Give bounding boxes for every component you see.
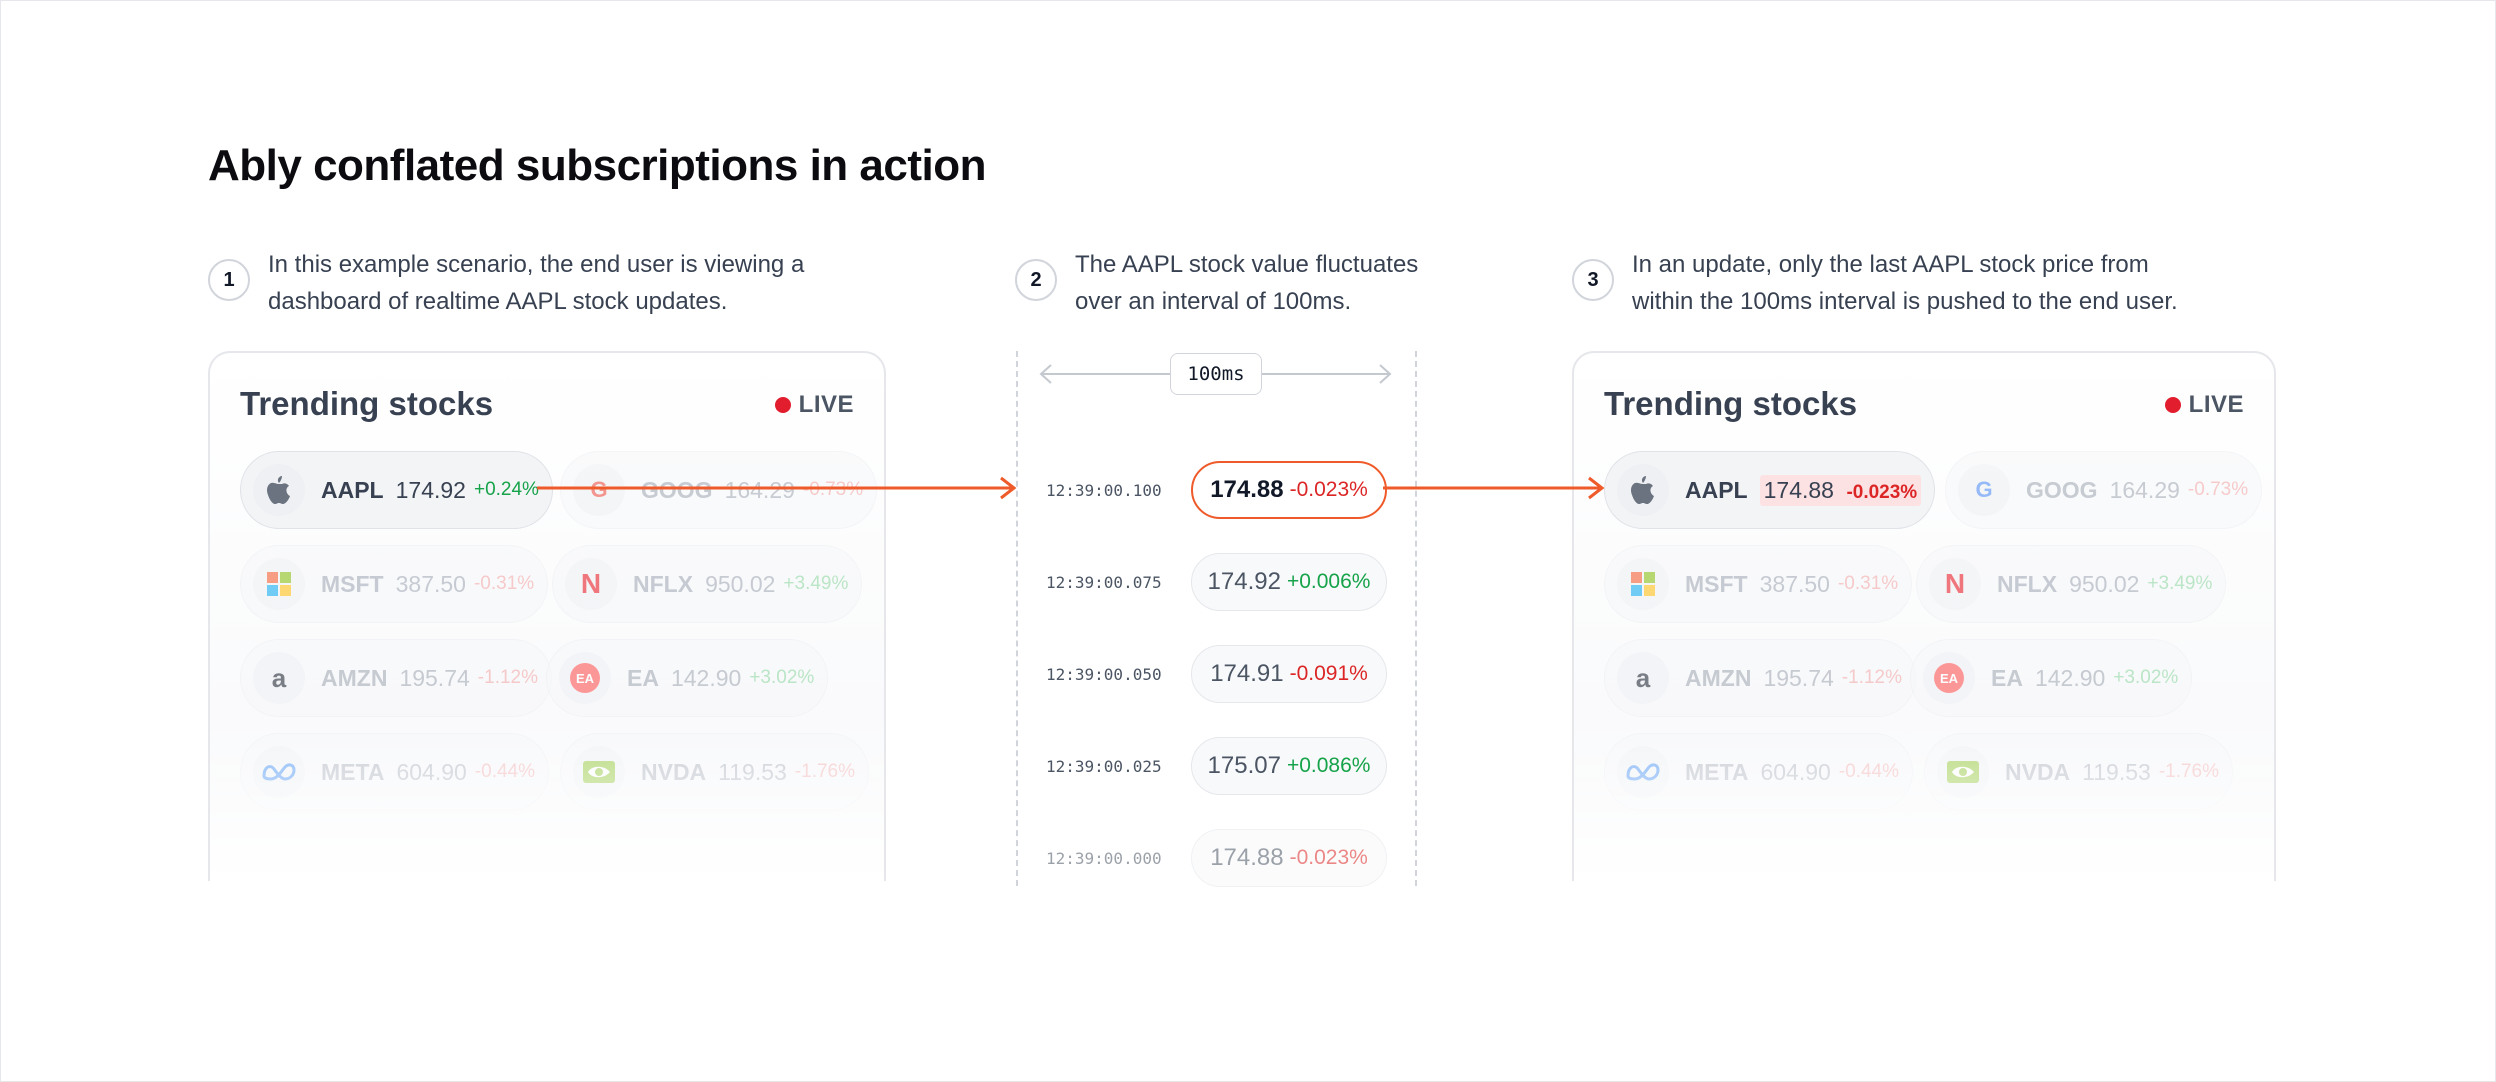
stock-ticker: AAPL (321, 476, 384, 503)
stock-change: -1.12% (477, 667, 538, 688)
stock-change: -0.31% (1837, 573, 1899, 594)
interval-start-line (1016, 351, 1018, 886)
timeline-price-pill: 175.07 +0.086% (1191, 737, 1387, 795)
stock-price: 195.74 (399, 664, 470, 691)
arrow-timeline-to-update (1383, 476, 1605, 500)
stock-price: 142.90 (670, 664, 742, 691)
stock-price: 387.50 (395, 570, 466, 597)
stock-chip-goog[interactable]: G GOOG 164.29 -0.73% (1945, 451, 2263, 529)
live-badge: LIVE (2164, 391, 2244, 419)
timeline-price-pill: 174.88 -0.023% (1191, 461, 1387, 519)
stock-ticker: NFLX (633, 570, 694, 597)
step-3: 3 In an update, only the last AAPL stock… (1572, 246, 2178, 320)
interval-double-arrow (1039, 364, 1392, 384)
stock-chip-msft[interactable]: MSFT 387.50 -0.31% (1604, 545, 1913, 623)
step-1-number: 1 (208, 259, 250, 301)
step-2-text: The AAPL stock value fluctuates over an … (1075, 251, 1419, 315)
timeline-row-oldest: 12:39:00.000 174.88 -0.023% (1046, 829, 1387, 887)
ea-logo-icon: EA (559, 652, 611, 704)
stock-ticker: GOOG (2026, 476, 2098, 503)
stock-chip-msft[interactable]: MSFT 387.50 -0.31% (240, 545, 549, 623)
stock-price: 950.02 (705, 570, 776, 597)
stock-ticker: NFLX (1997, 570, 2058, 597)
stock-ticker: EA (1991, 664, 2023, 691)
timeline-row: 12:39:00.075 174.92 +0.006% (1046, 553, 1387, 611)
stock-chip-amzn[interactable]: a AMZN 195.74 -1.12% (240, 639, 552, 717)
arrow-aapl-to-timeline (537, 476, 1017, 500)
stock-chip-ea[interactable]: EA EA 142.90 +3.02% (1910, 639, 2193, 717)
stock-ticker: AAPL (1685, 476, 1748, 503)
live-badge: LIVE (774, 391, 854, 419)
stock-price: 174.88 (1763, 476, 1834, 503)
stock-chip-goog[interactable]: G GOOG 164.29 -0.73% (560, 451, 878, 529)
step-3-number: 3 (1572, 259, 1614, 301)
step-1-text: In this example scenario, the end user i… (268, 251, 805, 315)
netflix-logo-icon: N (1929, 558, 1981, 610)
stock-ticker: AMZN (321, 664, 388, 691)
stock-price: 387.50 (1759, 570, 1830, 597)
microsoft-logo-icon (1617, 558, 1669, 610)
stock-change: +0.24% (473, 479, 539, 500)
stock-change: +3.02% (2113, 667, 2179, 688)
stock-change: -0.31% (473, 573, 535, 594)
interval-label: 100ms (1170, 353, 1262, 395)
stock-price: 195.74 (1763, 664, 1834, 691)
timeline-row: 12:39:00.025 175.07 +0.086% (1046, 737, 1387, 795)
updated-price-highlight: 174.88 -0.023% (1759, 474, 1922, 506)
stock-change: -0.73% (2187, 479, 2249, 500)
stock-price: 174.92 (395, 476, 466, 503)
timeline-row-latest: 12:39:00.100 174.88 -0.023% (1046, 461, 1387, 519)
google-logo-icon: G (573, 464, 625, 516)
stock-chip-aapl[interactable]: AAPL 174.88 -0.023% (1604, 451, 1936, 529)
stock-price: 950.02 (2069, 570, 2140, 597)
timeline-price-pill: 174.91 -0.091% (1191, 645, 1387, 703)
stock-change: +3.49% (2147, 573, 2213, 594)
timeline-timestamp: 12:39:00.025 (1046, 756, 1162, 776)
apple-logo-icon (253, 464, 305, 516)
diagram-title: Ably conflated subscriptions in action (208, 141, 986, 190)
svg-text:EA: EA (576, 671, 595, 686)
stock-ticker: MSFT (1685, 570, 1748, 597)
step-3-text: In an update, only the last AAPL stock p… (1632, 251, 2178, 315)
timeline-timestamp: 12:39:00.075 (1046, 572, 1162, 592)
stock-change: -1.12% (1841, 667, 1902, 688)
live-dot-icon (774, 397, 791, 413)
timeline-timestamp: 12:39:00.000 (1046, 848, 1162, 868)
ea-logo-icon: EA (1923, 652, 1975, 704)
timeline-price-pill: 174.92 +0.006% (1191, 553, 1387, 611)
stock-price: 164.29 (2109, 476, 2180, 503)
timeline-timestamp: 12:39:00.050 (1046, 664, 1162, 684)
stock-ticker: MSFT (321, 570, 384, 597)
stock-price: 142.90 (2034, 664, 2106, 691)
stock-ticker: EA (627, 664, 659, 691)
netflix-logo-icon: N (565, 558, 617, 610)
timeline-price-pill: 174.88 -0.023% (1191, 829, 1387, 887)
google-logo-icon: G (1958, 464, 2010, 516)
apple-logo-icon (1617, 464, 1669, 516)
live-dot-icon (2164, 397, 2181, 413)
card-title: Trending stocks (240, 385, 494, 422)
stock-chip-aapl[interactable]: AAPL 174.92 +0.24% (240, 451, 553, 529)
timeline-timestamp: 12:39:00.100 (1046, 480, 1162, 500)
stock-chip-nflx[interactable]: N NFLX 950.02 +3.49% (552, 545, 863, 623)
step-2: 2 The AAPL stock value fluctuates over a… (1015, 246, 1418, 320)
amazon-logo-icon: a (253, 652, 305, 704)
microsoft-logo-icon (253, 558, 305, 610)
stock-change: +3.49% (783, 573, 849, 594)
stock-chip-nflx[interactable]: N NFLX 950.02 +3.49% (1916, 545, 2227, 623)
step-1: 1 In this example scenario, the end user… (208, 246, 804, 320)
stock-chip-ea[interactable]: EA EA 142.90 +3.02% (546, 639, 829, 717)
interval-end-line (1415, 351, 1417, 886)
amazon-logo-icon: a (1617, 652, 1669, 704)
stock-change: -0.023% (1846, 481, 1918, 503)
timeline-row: 12:39:00.050 174.91 -0.091% (1046, 645, 1387, 703)
stock-ticker: AMZN (1685, 664, 1752, 691)
stock-change: +3.02% (749, 667, 815, 688)
card-title: Trending stocks (1604, 385, 1858, 422)
svg-text:EA: EA (1940, 671, 1959, 686)
step-2-number: 2 (1015, 259, 1057, 301)
